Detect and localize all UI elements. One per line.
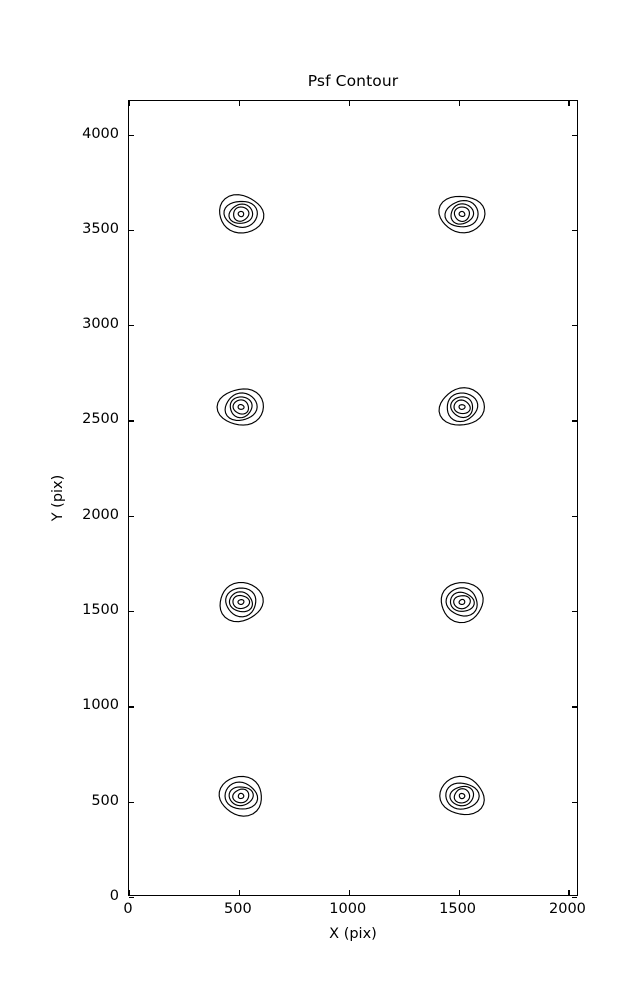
y-axis-label: Y (pix) (50, 474, 66, 522)
x-tick-mark-top (238, 101, 241, 106)
plot-axes-frame (128, 100, 578, 899)
x-tick-mark-top (458, 101, 460, 106)
y-tick-mark-right (572, 229, 577, 232)
x-tick-mark (348, 890, 351, 895)
x-tick-mark (568, 890, 570, 895)
x-tick-mark (129, 890, 131, 895)
x-tick-mark (458, 890, 460, 895)
y-tick-mark (129, 229, 134, 232)
y-tick-mark-right (572, 420, 577, 422)
y-tick-mark (129, 420, 134, 422)
y-tick-mark-right (572, 706, 577, 708)
x-axis-label: X (pix) (329, 926, 377, 942)
y-tick-mark-right (572, 134, 577, 136)
y-tick-mark (129, 134, 134, 136)
y-tick-mark (129, 611, 134, 613)
x-tick-label: 0 (123, 901, 133, 917)
y-tick-mark (129, 801, 134, 803)
x-tick-mark-top (129, 101, 131, 106)
x-tick-mark-top (568, 101, 570, 106)
x-tick-label: 500 (224, 901, 252, 917)
x-tick-label: 1500 (439, 901, 477, 917)
x-tick-mark (238, 890, 241, 895)
y-tick-mark-right (572, 897, 577, 899)
y-tick-mark-right (572, 611, 577, 613)
y-tick-mark-right (572, 515, 577, 518)
y-tick-mark (129, 515, 134, 518)
y-tick-mark-right (572, 325, 577, 327)
y-tick-mark (129, 706, 134, 708)
x-tick-label: 2000 (549, 901, 586, 917)
x-tick-label: 1000 (329, 901, 367, 917)
y-tick-mark (129, 325, 134, 327)
x-tick-mark-top (348, 101, 351, 106)
y-tick-mark-right (572, 801, 577, 803)
y-tick-mark (129, 897, 134, 899)
chart-title: Psf Contour (307, 72, 399, 90)
